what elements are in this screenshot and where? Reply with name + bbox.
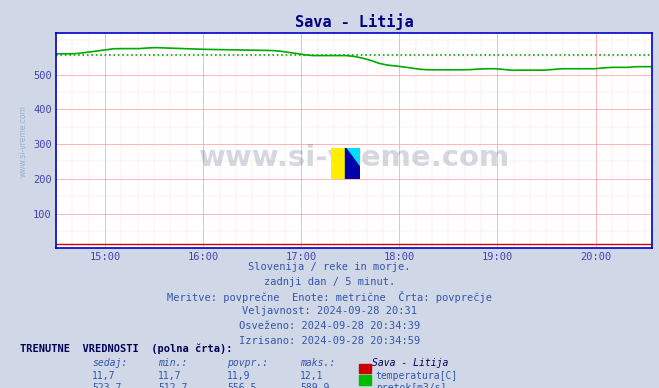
Text: 11,9: 11,9: [227, 371, 251, 381]
Bar: [331, 148, 345, 179]
Text: temperatura[C]: temperatura[C]: [376, 371, 458, 381]
Text: pretok[m3/s]: pretok[m3/s]: [376, 383, 446, 388]
Text: Izrisano: 2024-09-28 20:34:59: Izrisano: 2024-09-28 20:34:59: [239, 336, 420, 346]
Text: Osveženo: 2024-09-28 20:34:39: Osveženo: 2024-09-28 20:34:39: [239, 321, 420, 331]
Text: Slovenija / reke in morje.: Slovenija / reke in morje.: [248, 262, 411, 272]
Text: Meritve: povprečne  Enote: metrične  Črta: povprečje: Meritve: povprečne Enote: metrične Črta:…: [167, 291, 492, 303]
Text: www.si-vreme.com: www.si-vreme.com: [198, 144, 510, 172]
Text: maks.:: maks.:: [300, 358, 335, 368]
Title: Sava - Litija: Sava - Litija: [295, 14, 414, 30]
Text: 523,7: 523,7: [92, 383, 122, 388]
Text: sedaj:: sedaj:: [92, 358, 127, 368]
Text: 12,1: 12,1: [300, 371, 324, 381]
Text: 11,7: 11,7: [92, 371, 116, 381]
Text: 512,7: 512,7: [158, 383, 188, 388]
Text: zadnji dan / 5 minut.: zadnji dan / 5 minut.: [264, 277, 395, 287]
Text: Veljavnost: 2024-09-28 20:31: Veljavnost: 2024-09-28 20:31: [242, 306, 417, 316]
Text: Sava - Litija: Sava - Litija: [372, 358, 449, 368]
Text: min.:: min.:: [158, 358, 188, 368]
Text: 11,7: 11,7: [158, 371, 182, 381]
Text: 556,5: 556,5: [227, 383, 257, 388]
Polygon shape: [345, 148, 360, 168]
Text: TRENUTNE  VREDNOSTI  (polna črta):: TRENUTNE VREDNOSTI (polna črta):: [20, 343, 232, 354]
Text: povpr.:: povpr.:: [227, 358, 268, 368]
Polygon shape: [345, 148, 360, 179]
Text: 589,9: 589,9: [300, 383, 330, 388]
Text: www.si-vreme.com: www.si-vreme.com: [18, 105, 28, 177]
